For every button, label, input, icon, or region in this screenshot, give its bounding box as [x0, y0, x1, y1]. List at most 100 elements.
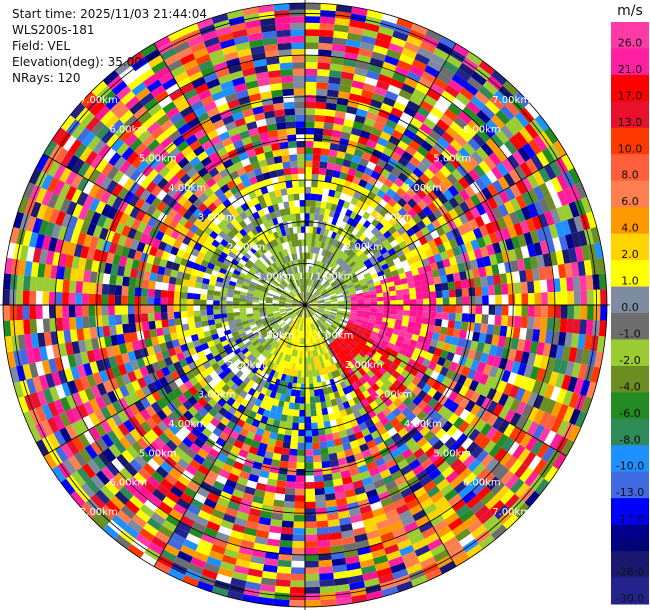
ray-gate [340, 358, 348, 366]
ray-gate [309, 279, 312, 286]
ray-gate [309, 389, 315, 397]
ray-gate [9, 366, 20, 384]
ray-gate [306, 292, 308, 299]
ray-gate [472, 370, 483, 383]
ray-gate [225, 243, 234, 251]
ray-gate [278, 351, 284, 359]
ray-gate [256, 258, 264, 266]
ray-gate [389, 182, 401, 193]
ray-gate [349, 312, 357, 316]
ray-gate [333, 264, 341, 271]
ray-gate [328, 412, 336, 421]
ray-gate [179, 242, 189, 252]
ray-gate [370, 127, 383, 138]
ray-gate [47, 401, 60, 418]
ray-gate [266, 311, 274, 316]
ray-gate [260, 274, 268, 280]
ray-gate [509, 183, 522, 198]
ray-gate [193, 411, 204, 423]
ray-gate [276, 343, 283, 351]
ray-gate [283, 434, 292, 443]
ray-gate [521, 403, 533, 419]
ray-gate [271, 425, 280, 434]
ray-gate [318, 49, 332, 57]
ray-gate [278, 306, 286, 308]
ray-gate [266, 296, 273, 300]
ray-gate [307, 252, 311, 260]
ray-gate [520, 206, 532, 221]
ray-gate [181, 436, 194, 448]
ray-gate [312, 280, 316, 288]
ray-gate [281, 280, 288, 287]
ray-gate [520, 245, 530, 259]
ray-gate [305, 298, 307, 305]
ray-gate [165, 158, 178, 171]
ray-gate [324, 330, 330, 337]
ray-gate [254, 233, 263, 242]
ray-gate [84, 338, 94, 352]
ray-gate [317, 307, 325, 311]
ray-gate [423, 168, 435, 180]
ray-gate [4, 335, 14, 353]
ray-gate [334, 329, 341, 336]
ray-gate [16, 365, 26, 382]
ray-gate [443, 397, 454, 410]
ray-gate [169, 485, 184, 498]
ray-gate [270, 518, 283, 527]
ray-gate [120, 90, 136, 105]
ray-gate [265, 267, 273, 275]
ray-gate [413, 447, 425, 460]
ray-gate [318, 305, 325, 308]
ray-gate [312, 322, 316, 330]
ray-gate [392, 345, 401, 353]
ray-gate [347, 319, 355, 324]
ray-gate [432, 439, 445, 452]
ray-gate [424, 352, 434, 362]
ray-gate [232, 297, 240, 302]
ray-gate [135, 87, 151, 101]
ray-gate [411, 376, 421, 387]
ray-gate [327, 343, 334, 351]
ray-gate [275, 357, 281, 365]
ray-gate [345, 555, 360, 565]
ray-gate [441, 282, 449, 291]
ray-gate [342, 386, 350, 395]
ray-gate [257, 392, 265, 401]
ray-gate [328, 364, 335, 373]
ray-gate [250, 467, 261, 477]
ray-gate [264, 333, 271, 341]
ray-gate [531, 268, 541, 281]
ray-gate [381, 238, 390, 248]
ray-gate [276, 433, 285, 442]
ray-gate [121, 146, 135, 161]
ray-gate [293, 315, 298, 322]
ray-gate [275, 364, 282, 373]
ray-gate [331, 239, 338, 247]
ray-gate [338, 324, 345, 331]
ray-gate [180, 298, 187, 305]
ray-gate [433, 141, 446, 154]
ray-gate [463, 81, 479, 96]
ray-gate [29, 276, 38, 291]
ray-gate [455, 296, 463, 305]
ray-gate [243, 526, 258, 537]
ray-gate [53, 195, 66, 211]
ray-gate [335, 382, 343, 391]
ray-gate [457, 262, 466, 273]
ray-gate [393, 177, 405, 188]
ray-gate [369, 501, 383, 512]
ray-gate [286, 354, 292, 363]
ray-gate [439, 432, 452, 445]
ray-gate [299, 409, 305, 417]
ray-gate [296, 330, 300, 338]
ray-gate [376, 519, 390, 530]
ray-gate [374, 457, 386, 467]
ray-gate [187, 406, 199, 417]
ray-gate [150, 196, 162, 209]
ray-gate [243, 278, 252, 284]
ray-gate [408, 568, 426, 581]
ray-gate [240, 317, 248, 322]
ray-gate [269, 525, 282, 534]
ray-gate [214, 366, 224, 376]
ray-gate [9, 320, 18, 336]
